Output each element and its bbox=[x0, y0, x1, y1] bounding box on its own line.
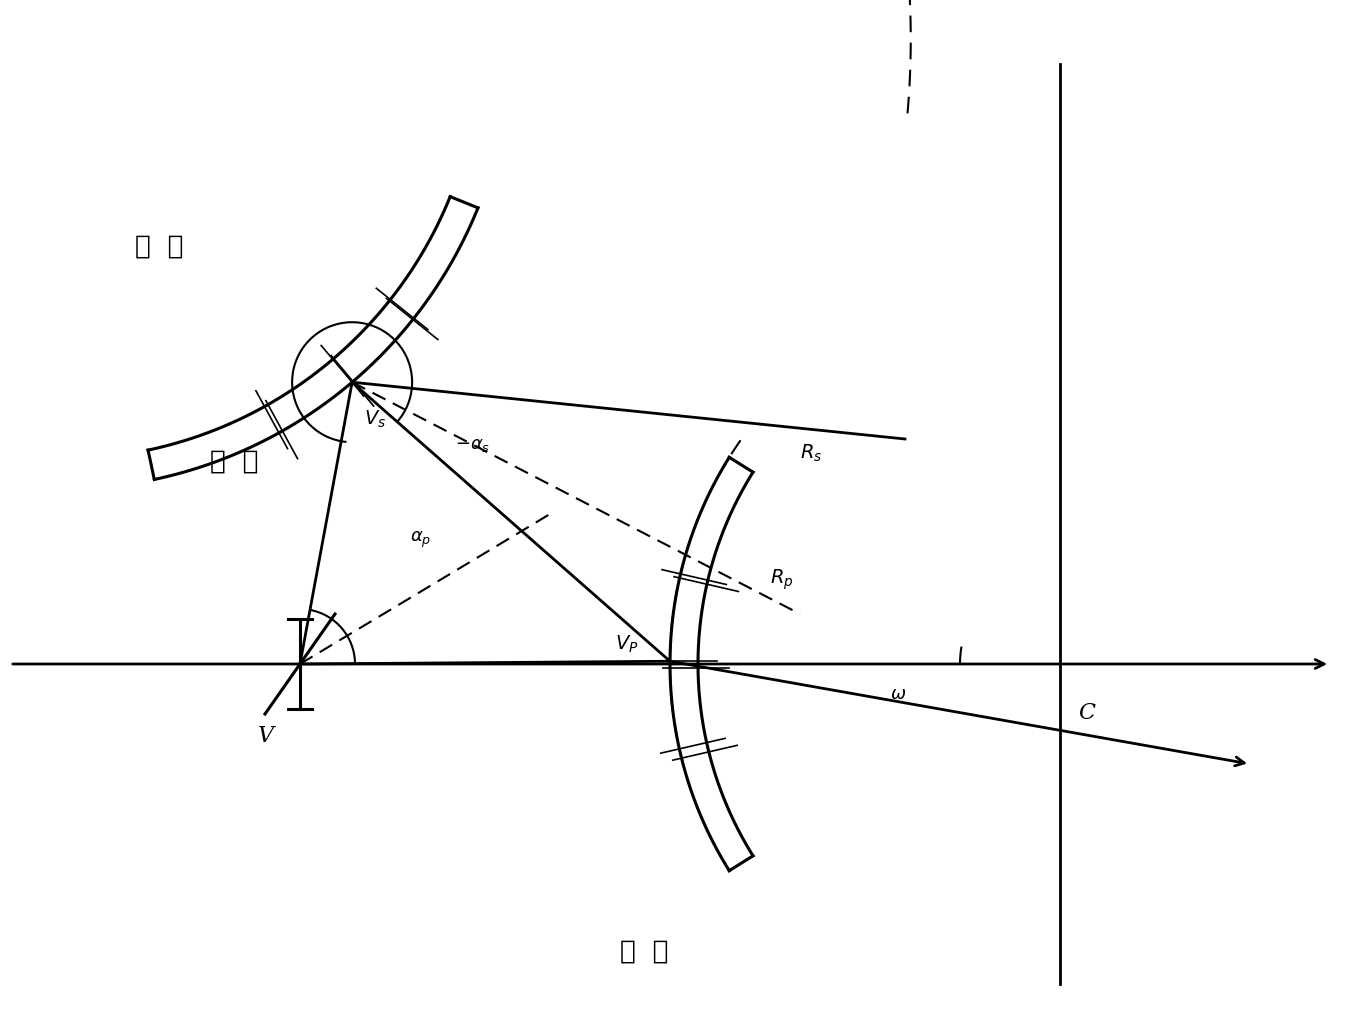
Text: $R_p$: $R_p$ bbox=[770, 568, 793, 592]
Text: 主  镜: 主 镜 bbox=[621, 939, 668, 965]
Text: $V_P$: $V_P$ bbox=[615, 633, 638, 655]
Text: 光  阑: 光 阑 bbox=[210, 449, 258, 475]
Text: C: C bbox=[1078, 702, 1095, 724]
Text: $R_s$: $R_s$ bbox=[800, 443, 823, 464]
Text: V: V bbox=[258, 725, 274, 747]
Text: $V_s$: $V_s$ bbox=[364, 409, 386, 430]
Text: 次  镜: 次 镜 bbox=[134, 234, 183, 260]
Text: $-\alpha_s$: $-\alpha_s$ bbox=[455, 436, 490, 454]
Text: $\alpha_p$: $\alpha_p$ bbox=[410, 529, 432, 550]
Text: $\omega$: $\omega$ bbox=[889, 685, 906, 703]
